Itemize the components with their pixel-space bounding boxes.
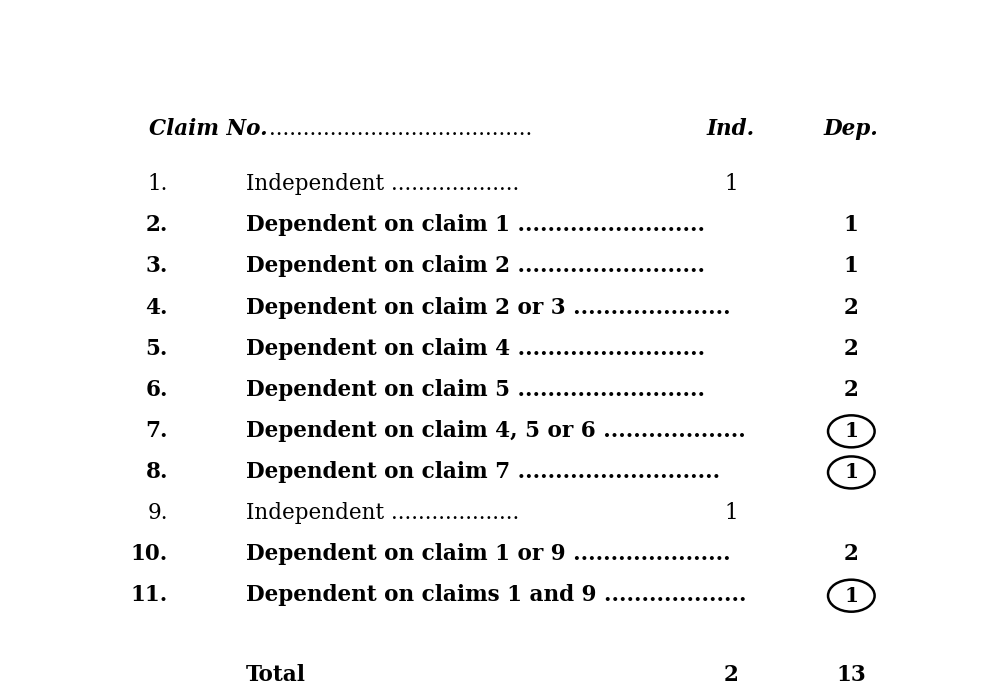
Text: Ind.: Ind. <box>706 118 756 140</box>
Text: 2.: 2. <box>145 214 168 236</box>
Text: 2: 2 <box>844 297 859 319</box>
Text: 11.: 11. <box>130 584 168 606</box>
Text: 8.: 8. <box>145 461 168 483</box>
Text: Dependent on claim 2 or 3 .....................: Dependent on claim 2 or 3 ..............… <box>245 297 730 319</box>
Text: 1: 1 <box>845 586 859 606</box>
Text: 1: 1 <box>724 173 737 195</box>
Text: 1: 1 <box>724 502 737 524</box>
Text: 2: 2 <box>844 379 859 401</box>
Text: 2: 2 <box>844 337 859 360</box>
Text: Dependent on claim 2 .........................: Dependent on claim 2 ...................… <box>245 256 704 277</box>
Text: Dependent on claim 1 .........................: Dependent on claim 1 ...................… <box>245 214 704 236</box>
Text: 1: 1 <box>844 214 859 236</box>
Text: Dependent on claim 4 .........................: Dependent on claim 4 ...................… <box>245 337 704 360</box>
Text: 2: 2 <box>723 665 738 686</box>
Text: Total: Total <box>245 665 306 686</box>
Text: 4.: 4. <box>145 297 168 319</box>
Text: 5.: 5. <box>145 337 168 360</box>
Text: Dependent on claim 7 ...........................: Dependent on claim 7 ...................… <box>245 461 719 483</box>
Text: .......................................: ....................................... <box>269 118 532 140</box>
Text: 6.: 6. <box>145 379 168 401</box>
Text: Independent ...................: Independent ................... <box>245 173 519 195</box>
Text: Independent ...................: Independent ................... <box>245 502 519 524</box>
Text: 9.: 9. <box>147 502 168 524</box>
Text: 1: 1 <box>845 462 859 482</box>
Text: Dep.: Dep. <box>824 118 879 140</box>
Text: 10.: 10. <box>130 543 168 565</box>
Text: Dependent on claim 4, 5 or 6 ...................: Dependent on claim 4, 5 or 6 ...........… <box>245 420 745 442</box>
Text: Dependent on claims 1 and 9 ...................: Dependent on claims 1 and 9 ............… <box>245 584 746 606</box>
Text: 1: 1 <box>844 256 859 277</box>
Text: 2: 2 <box>844 543 859 565</box>
Text: Dependent on claim 5 .........................: Dependent on claim 5 ...................… <box>245 379 704 401</box>
Text: 3.: 3. <box>145 256 168 277</box>
Text: 7.: 7. <box>145 420 168 442</box>
Text: 13: 13 <box>837 665 866 686</box>
Text: 1.: 1. <box>147 173 168 195</box>
Text: Dependent on claim 1 or 9 .....................: Dependent on claim 1 or 9 ..............… <box>245 543 730 565</box>
Text: 1: 1 <box>845 421 859 441</box>
Text: Claim No.: Claim No. <box>148 118 268 140</box>
